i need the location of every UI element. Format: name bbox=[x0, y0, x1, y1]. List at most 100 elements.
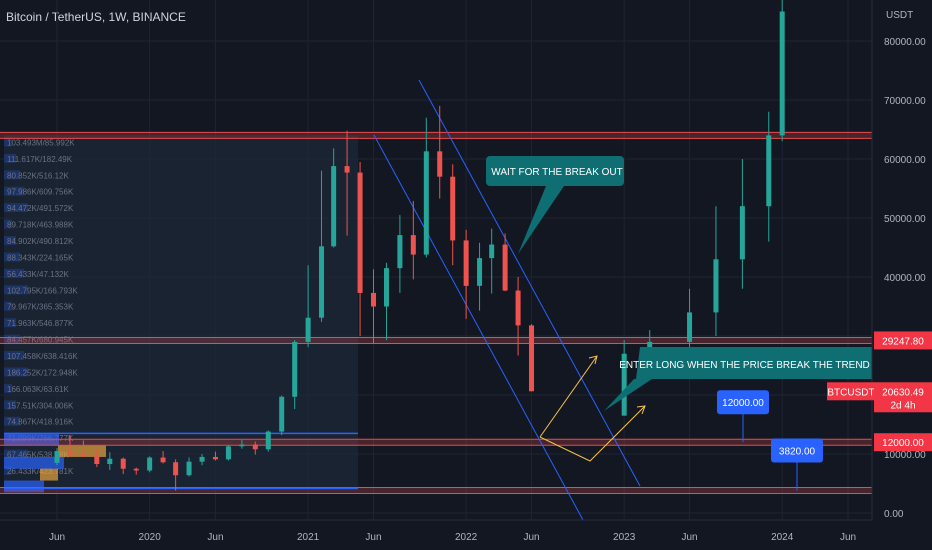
volume-profile-bar bbox=[4, 449, 28, 459]
candle-body bbox=[292, 341, 298, 397]
level-band bbox=[0, 439, 872, 446]
volume-profile-bar bbox=[4, 383, 12, 393]
candle-body bbox=[225, 446, 231, 460]
candle-body bbox=[239, 444, 245, 447]
price-label-box bbox=[874, 382, 932, 413]
callout-box bbox=[604, 347, 872, 411]
volume-profile-label: 74.867K/418.916K bbox=[7, 418, 74, 427]
candle-body bbox=[120, 458, 126, 469]
price-label: 29247.80 bbox=[882, 336, 924, 347]
candle-body bbox=[515, 290, 521, 326]
candle-body bbox=[383, 268, 389, 307]
candle-body bbox=[397, 235, 403, 269]
projection-path-a bbox=[539, 355, 598, 438]
volume-profile-label: 56.433K/47.132K bbox=[7, 270, 69, 279]
candle-body bbox=[173, 462, 179, 476]
volume-profile-label: 97.986K/609.756K bbox=[7, 188, 74, 197]
volume-profile-bar bbox=[4, 153, 16, 163]
candle-body bbox=[54, 451, 60, 463]
projection-arrow-b bbox=[636, 405, 646, 415]
volume-profile-block bbox=[40, 468, 58, 481]
candle-body bbox=[357, 172, 363, 293]
price-tick-label: 70000.00 bbox=[884, 96, 926, 107]
trend-channel-lower bbox=[373, 134, 584, 521]
time-tick-label: 2023 bbox=[613, 532, 636, 543]
projection-arrow-a bbox=[588, 355, 598, 365]
candle-body bbox=[502, 244, 508, 291]
price-label: 20630.49 bbox=[882, 387, 924, 398]
time-tick-label: Jun bbox=[207, 532, 223, 543]
volume-profile-label: 84.457K/680.945K bbox=[7, 336, 74, 345]
volume-profile-label: 71.963K/546.877K bbox=[7, 319, 74, 328]
volume-profile-bar bbox=[4, 186, 24, 196]
volume-profile-bar bbox=[4, 416, 20, 426]
volume-profile-label: 107.458K/638.416K bbox=[7, 352, 78, 361]
volume-profile-label: 84.902K/490.812K bbox=[7, 237, 74, 246]
volume-profile-bar bbox=[4, 235, 16, 245]
time-tick-label: Jun bbox=[49, 532, 65, 543]
candle-body bbox=[265, 431, 271, 450]
candle-body bbox=[713, 259, 719, 313]
candle-body bbox=[344, 166, 350, 173]
price-countdown: 2d 4h bbox=[890, 400, 915, 411]
candle-body bbox=[212, 456, 218, 460]
volume-profile-bar bbox=[4, 203, 28, 213]
callout-text: WAIT FOR THE BREAK OUT bbox=[491, 167, 623, 178]
candle-body bbox=[621, 353, 627, 416]
volume-profile-bar bbox=[4, 268, 24, 278]
marker-label: 3820.00 bbox=[779, 446, 816, 457]
volume-profile-label: 67.465K/538.88K bbox=[7, 451, 69, 460]
price-tick-label: 80000.00 bbox=[884, 37, 926, 48]
candle-body bbox=[739, 206, 745, 260]
candle-body bbox=[477, 258, 483, 286]
volume-profile-bar bbox=[4, 367, 28, 377]
candle-body bbox=[279, 396, 285, 432]
candle-body bbox=[370, 292, 376, 307]
volume-profile-label: 166.063K/63.61K bbox=[7, 385, 69, 394]
volume-profile-label: 94.472K/491.572K bbox=[7, 204, 74, 213]
time-tick-label: 2022 bbox=[455, 532, 478, 543]
time-tick-label: 2020 bbox=[139, 532, 162, 543]
volume-profile-block bbox=[58, 445, 106, 457]
candle-body bbox=[67, 451, 73, 454]
volume-profile-label: 102.795K/166.793K bbox=[7, 286, 78, 295]
volume-profile-bar bbox=[4, 400, 16, 410]
time-tick-label: 2024 bbox=[771, 532, 794, 543]
trend-channel-upper bbox=[418, 79, 641, 487]
volume-profile-label: 111.617K/182.49K bbox=[7, 155, 73, 164]
volume-profile-label: 103.493M/85.992K bbox=[7, 138, 75, 147]
candle-body bbox=[489, 244, 495, 259]
candle-body bbox=[331, 166, 337, 247]
price-tick-label: 50000.00 bbox=[884, 214, 926, 225]
price-axis-bg bbox=[872, 0, 932, 550]
candle-body bbox=[107, 458, 113, 465]
volume-profile-bar bbox=[4, 318, 16, 328]
price-tick-label: 10000.00 bbox=[884, 450, 926, 461]
time-tick-label: 2021 bbox=[297, 532, 320, 543]
marker-label-box bbox=[771, 438, 823, 463]
candle-body bbox=[147, 457, 153, 471]
price-axis-unit: USDT bbox=[886, 10, 913, 21]
candle-body bbox=[687, 312, 693, 342]
candle-body bbox=[529, 325, 535, 392]
candle-body bbox=[450, 176, 456, 241]
marker-label-box bbox=[717, 390, 769, 415]
level-band bbox=[0, 132, 872, 139]
chart-title: Bitcoin / TetherUS, 1W, BINANCE bbox=[6, 10, 186, 24]
candle-body bbox=[252, 444, 258, 450]
volume-profile-bar bbox=[4, 219, 12, 229]
level-band bbox=[0, 337, 872, 344]
price-label: 12000.00 bbox=[882, 438, 924, 449]
volume-profile-bar bbox=[4, 285, 28, 295]
candle-body bbox=[133, 468, 139, 471]
volume-profile-bar bbox=[4, 252, 20, 262]
marker-label: 12000.00 bbox=[722, 398, 764, 409]
symbol-label-box bbox=[827, 382, 875, 401]
candle-body bbox=[319, 246, 325, 318]
symbol-label: BTCUSDT bbox=[827, 387, 874, 398]
price-tick-label: 40000.00 bbox=[884, 273, 926, 284]
volume-profile-bar bbox=[4, 170, 20, 180]
candle-body bbox=[80, 453, 86, 457]
time-tick-label: Jun bbox=[523, 532, 539, 543]
